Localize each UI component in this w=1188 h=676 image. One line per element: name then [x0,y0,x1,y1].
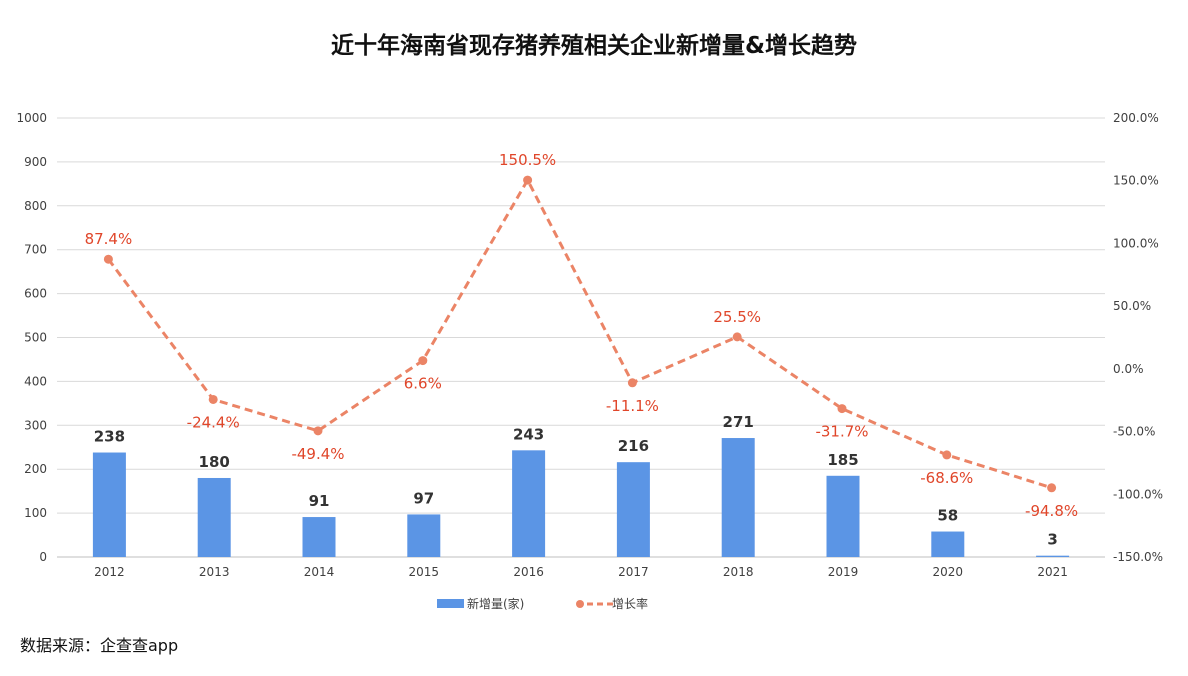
rate-point [1047,483,1057,493]
right-tick-label: 0.0% [1113,362,1144,376]
rate-value-label: 87.4% [85,230,133,248]
right-tick-label: -100.0% [1113,487,1163,501]
bar [407,514,441,557]
bar-value-label: 180 [199,453,230,471]
rate-value-label: 150.5% [499,151,556,169]
x-tick-label: 2012 [94,565,125,579]
rate-point [208,394,218,404]
bar [1036,555,1070,557]
left-tick-label: 700 [24,243,47,257]
legend-label-line: 增长率 [612,596,648,611]
right-tick-label: 50.0% [1113,299,1151,313]
bar-value-label: 97 [413,489,434,507]
x-axis: 2012 2013 2014 2015 2016 2017 2018 2019 2020 2021 [94,565,1068,579]
x-tick-label: 2018 [723,565,754,579]
right-tick-label: -150.0% [1113,550,1163,564]
rate-value-label: 25.5% [713,308,761,326]
left-tick-label: 400 [24,374,47,388]
rate-point [523,175,533,185]
left-tick-label: 0 [39,550,47,564]
bar [197,477,231,557]
bar-value-label: 91 [309,492,330,510]
rate-line [107,176,1053,490]
right-y-axis: -150.0% -100.0% -50.0% 0.0% 50.0% 100.0% 150.0… [1113,111,1163,564]
gridlines [57,117,1105,558]
left-tick-label: 500 [24,331,47,345]
bar [721,438,755,557]
left-tick-label: 800 [24,199,47,213]
right-tick-label: -50.0% [1113,425,1155,439]
right-tick-label: 200.0% [1113,111,1159,125]
rate-value-label: 6.6% [404,375,442,393]
rate-point [942,450,952,460]
bar [826,475,860,557]
source-note: 数据来源：企查查app [20,636,179,655]
rate-value-label: -11.1% [606,397,659,415]
x-tick-label: 2021 [1037,565,1068,579]
bar-value-label: 3 [1047,531,1057,549]
rate-value-label: -94.8% [1025,502,1078,520]
bar [931,531,965,557]
bar-series [92,438,1070,557]
rate-point [103,254,113,264]
bar [512,450,546,557]
bar [92,452,126,557]
rate-point [313,426,323,436]
bar-value-label: 58 [937,507,958,525]
bar-value-label: 216 [618,437,649,455]
rate-point [418,356,428,366]
legend-marker-line [576,600,584,608]
bar [302,517,336,557]
rate-value-label: -24.4% [187,413,240,431]
left-tick-label: 600 [24,287,47,301]
left-tick-label: 1000 [16,111,47,125]
x-tick-label: 2014 [304,565,335,579]
bar [616,462,650,557]
rate-point [627,378,637,388]
left-y-axis: 0 100 200 300 400 500 600 700 800 900 1000 [16,111,47,564]
line-series [103,175,1057,493]
rate-point [732,332,742,342]
bar-value-label: 243 [513,425,544,443]
left-tick-label: 300 [24,418,47,432]
left-tick-label: 200 [24,462,47,476]
x-tick-label: 2019 [828,565,859,579]
x-tick-label: 2020 [933,565,964,579]
rate-point [837,404,847,414]
x-tick-label: 2016 [513,565,544,579]
x-tick-label: 2017 [618,565,649,579]
left-tick-label: 900 [24,155,47,169]
bar-value-label: 185 [827,451,858,469]
legend-swatch-bar [437,599,464,608]
rate-value-label: -68.6% [920,469,973,487]
rate-value-label: -31.7% [815,423,868,441]
data-labels: 238 180 91 97 243 216 271 185 58 3 87.4% -24.4% -49.… [85,151,1079,549]
right-tick-label: 150.0% [1113,174,1159,188]
x-tick-label: 2015 [409,565,440,579]
legend: 新增量(家) 增长率 [437,596,648,611]
left-tick-label: 100 [24,506,47,520]
rate-value-label: -49.4% [291,445,344,463]
right-tick-label: 100.0% [1113,236,1159,250]
x-tick-label: 2013 [199,565,230,579]
bar-value-label: 271 [723,413,754,431]
legend-label-bar: 新增量(家) [467,596,524,611]
bar-value-label: 238 [94,428,125,446]
chart-title: 近十年海南省现存猪养殖相关企业新增量&增长趋势 [330,33,858,59]
